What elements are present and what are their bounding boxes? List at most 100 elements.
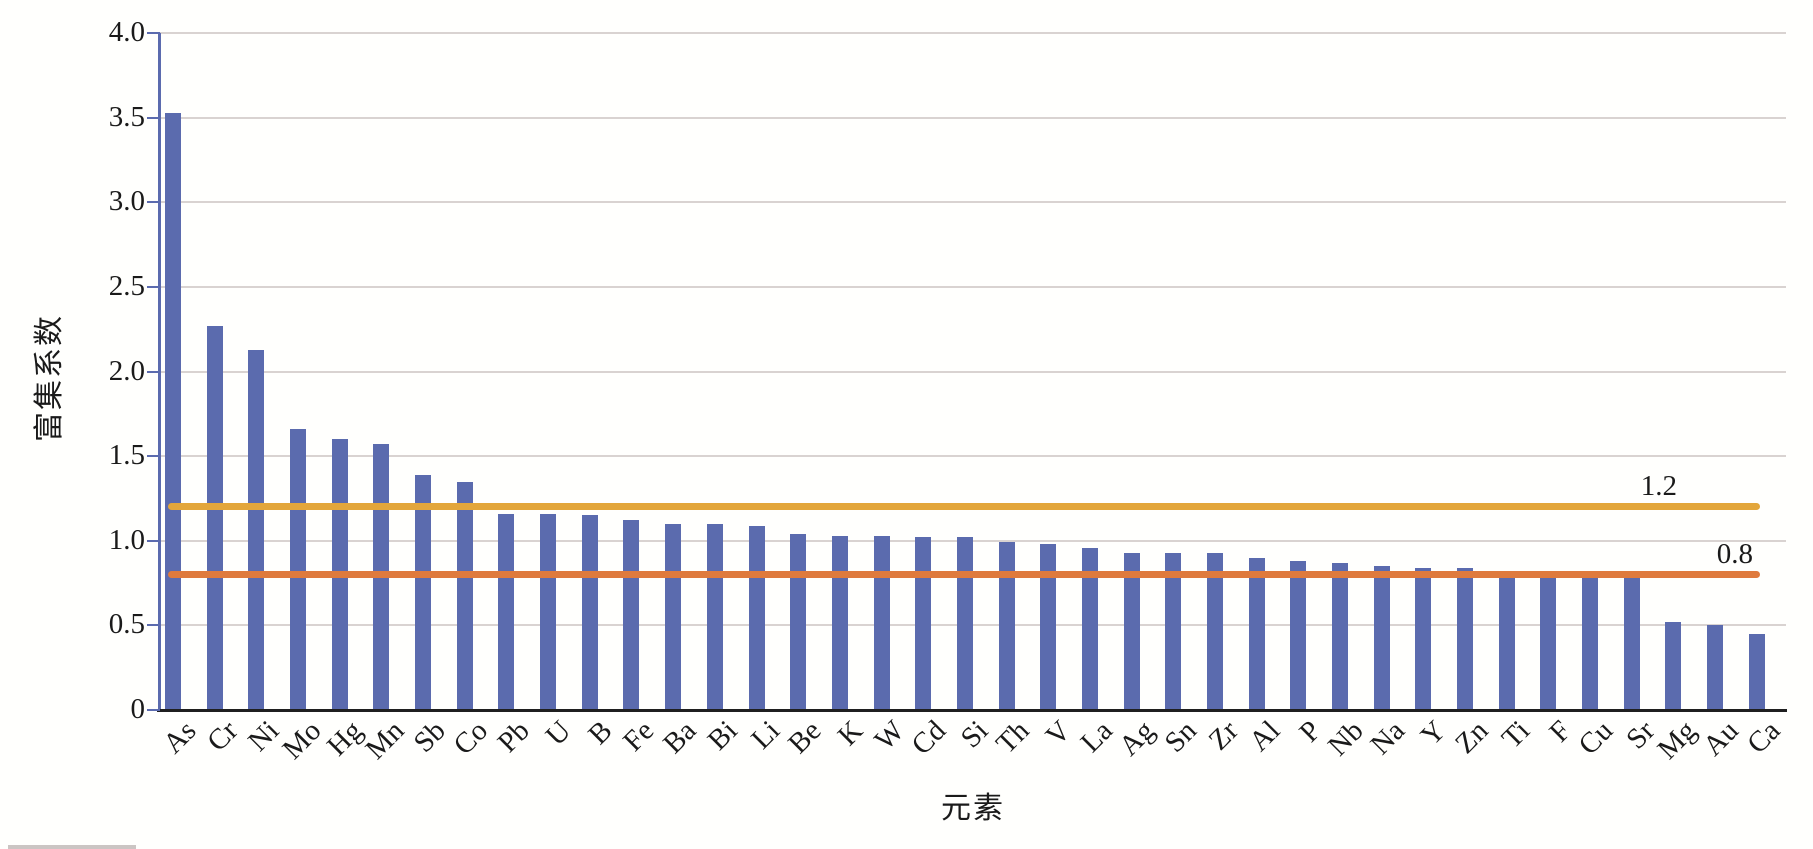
bar-As bbox=[165, 112, 181, 710]
bar-Na bbox=[1373, 566, 1390, 710]
bar-F bbox=[1540, 574, 1557, 710]
bar-Mg bbox=[1665, 622, 1682, 710]
x-tick-label-Sr: Sr bbox=[1620, 714, 1662, 756]
y-axis-title: 富集系数 bbox=[33, 314, 66, 442]
y-tick-label: 3.5 bbox=[108, 100, 145, 133]
y-tick-label: 4.0 bbox=[108, 16, 145, 48]
y-tick-label: 3.0 bbox=[108, 185, 145, 218]
y-axis-tick bbox=[147, 32, 160, 34]
gridline-2.5 bbox=[160, 285, 1786, 288]
bar-Bi bbox=[706, 523, 723, 710]
y-tick-label: 1.5 bbox=[108, 439, 145, 472]
y-axis-tick bbox=[147, 285, 160, 288]
x-tick-label-V: V bbox=[1040, 714, 1078, 753]
bar-Sn bbox=[1165, 552, 1182, 710]
bar-V bbox=[1040, 544, 1057, 710]
x-tick-label-La: La bbox=[1074, 714, 1120, 759]
y-axis-tick bbox=[147, 370, 160, 373]
x-tick-label-Al: Al bbox=[1242, 714, 1286, 758]
gridline-3.0 bbox=[160, 201, 1786, 204]
bar-Li bbox=[748, 525, 765, 710]
reference-line-1.2 bbox=[168, 503, 1760, 511]
bar-Ca bbox=[1748, 633, 1765, 710]
x-tick-label-Bi: Bi bbox=[702, 714, 745, 757]
x-tick-label-W: W bbox=[868, 714, 911, 757]
y-axis-tick bbox=[147, 709, 160, 711]
y-axis-tick bbox=[147, 116, 160, 119]
bar-Sr bbox=[1623, 574, 1640, 710]
gridline-1.5 bbox=[160, 455, 1786, 458]
x-tick-label-K: K bbox=[831, 714, 870, 753]
y-tick-label: 1.0 bbox=[108, 523, 145, 556]
x-tick-label-Mn: Mn bbox=[359, 714, 411, 766]
x-axis-line bbox=[157, 709, 1787, 712]
bar-Fe bbox=[623, 520, 640, 710]
x-tick-label-F: F bbox=[1543, 714, 1578, 749]
bar-Ti bbox=[1498, 571, 1515, 710]
x-tick-label-Ag: Ag bbox=[1113, 714, 1161, 763]
y-tick-label: 2.0 bbox=[108, 354, 145, 387]
bar-Mo bbox=[290, 429, 307, 710]
x-tick-label-Th: Th bbox=[990, 714, 1036, 760]
bar-Pb bbox=[498, 513, 515, 710]
x-tick-label-Mg: Mg bbox=[1651, 714, 1703, 766]
x-tick-label-Zn: Zn bbox=[1448, 714, 1495, 760]
x-tick-label-Be: Be bbox=[782, 714, 828, 760]
bar-Th bbox=[998, 542, 1015, 710]
x-tick-label-Li: Li bbox=[744, 714, 786, 756]
x-tick-label-Si: Si bbox=[954, 714, 995, 755]
x-tick-label-Na: Na bbox=[1364, 714, 1411, 762]
x-tick-label-Co: Co bbox=[447, 714, 494, 762]
x-tick-label-Ti: Ti bbox=[1495, 714, 1536, 755]
y-axis-tick bbox=[147, 455, 160, 458]
x-tick-label-Zr: Zr bbox=[1202, 714, 1245, 757]
y-tick-label: 2.5 bbox=[108, 269, 145, 302]
x-tick-label-Hg: Hg bbox=[321, 714, 369, 763]
x-tick-label-Cd: Cd bbox=[905, 714, 953, 762]
bar-Ni bbox=[248, 349, 265, 710]
x-tick-label-Ba: Ba bbox=[656, 714, 703, 760]
bar-W bbox=[873, 535, 890, 710]
partial-scrollbar bbox=[8, 845, 136, 849]
reference-line-0.8 bbox=[168, 571, 1760, 579]
bar-Sb bbox=[415, 474, 432, 710]
gridline-0.5 bbox=[160, 624, 1786, 627]
gridline-2.0 bbox=[160, 370, 1786, 373]
bar-Al bbox=[1248, 557, 1265, 710]
x-tick-label-As: As bbox=[156, 714, 203, 761]
x-tick-label-Pb: Pb bbox=[491, 714, 536, 759]
bar-La bbox=[1081, 547, 1098, 710]
gridline-3.5 bbox=[160, 116, 1786, 119]
x-tick-label-U: U bbox=[539, 714, 578, 753]
x-tick-label-Fe: Fe bbox=[617, 714, 661, 758]
bar-Nb bbox=[1332, 562, 1349, 710]
x-tick-label-B: B bbox=[582, 714, 620, 751]
x-axis-title: 元素 bbox=[941, 792, 1005, 825]
x-tick-label-Y: Y bbox=[1415, 714, 1453, 753]
x-tick-label-Ca: Ca bbox=[1740, 714, 1787, 760]
bar-Be bbox=[790, 533, 807, 710]
bar-Y bbox=[1415, 567, 1432, 710]
x-tick-label-Nb: Nb bbox=[1321, 714, 1370, 763]
bar-Zn bbox=[1457, 567, 1474, 710]
bar-K bbox=[831, 535, 848, 710]
bar-Si bbox=[956, 537, 973, 710]
gridline-4.0 bbox=[160, 32, 1786, 34]
x-tick-label-Au: Au bbox=[1696, 714, 1745, 763]
x-tick-label-Ni: Ni bbox=[242, 714, 286, 758]
x-tick-label-P: P bbox=[1293, 714, 1328, 749]
reference-line-label-1.2: 1.2 bbox=[1640, 469, 1677, 502]
y-axis-tick bbox=[147, 539, 160, 542]
y-tick-label: 0.5 bbox=[108, 608, 145, 641]
gridline-1.0 bbox=[160, 539, 1786, 542]
x-tick-label-Cu: Cu bbox=[1572, 714, 1620, 762]
y-tick-label: 0 bbox=[130, 693, 146, 725]
bar-Ag bbox=[1123, 552, 1140, 710]
reference-line-label-0.8: 0.8 bbox=[1716, 537, 1753, 570]
bar-Cr bbox=[206, 325, 223, 710]
bar-Zr bbox=[1207, 552, 1223, 710]
y-axis-tick bbox=[147, 201, 160, 204]
x-tick-label-Cr: Cr bbox=[200, 714, 244, 758]
y-axis-tick bbox=[147, 624, 160, 627]
